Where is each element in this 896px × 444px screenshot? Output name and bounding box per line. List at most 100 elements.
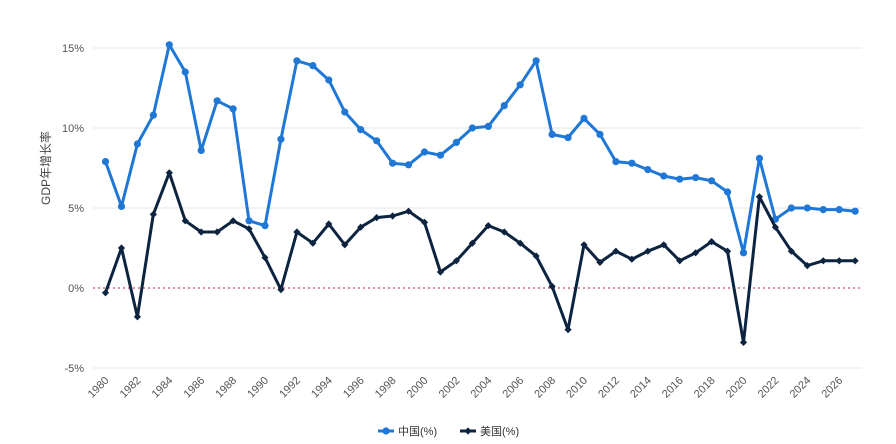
x-tick-label: 2004	[469, 375, 495, 401]
data-point	[628, 159, 636, 167]
data-point	[468, 124, 476, 132]
data-point	[420, 218, 429, 226]
data-point	[452, 257, 460, 265]
x-tick-label: 1984	[150, 375, 176, 401]
data-point	[165, 41, 173, 49]
x-tick-label: 1994	[309, 375, 335, 401]
data-point	[500, 102, 508, 110]
data-point	[628, 255, 636, 263]
data-point	[357, 126, 365, 134]
data-point	[149, 111, 157, 119]
data-point	[548, 130, 556, 138]
data-point	[101, 289, 110, 297]
legend[interactable]: 中国(%) 美国(%)	[378, 425, 519, 438]
data-point	[739, 249, 748, 257]
data-point	[819, 257, 827, 265]
x-tick-label: 1992	[277, 375, 303, 401]
data-point	[309, 239, 317, 247]
data-point	[420, 148, 429, 156]
data-point	[580, 114, 588, 122]
x-tick-label: 2000	[405, 375, 431, 401]
data-point	[404, 161, 413, 169]
data-point	[516, 239, 524, 247]
data-point	[500, 228, 508, 236]
data-point	[819, 206, 827, 214]
data-point	[261, 222, 269, 230]
legend-marker	[382, 427, 390, 435]
data-point	[341, 108, 349, 116]
data-point	[436, 268, 445, 276]
data-point	[309, 62, 317, 70]
data-point	[293, 57, 301, 65]
data-point	[277, 286, 285, 294]
data-point	[325, 76, 333, 84]
x-tick-label: 1988	[213, 375, 239, 401]
x-tick-label: 2026	[820, 375, 846, 401]
x-tick-label: 2002	[437, 375, 463, 401]
data-point	[580, 241, 588, 249]
data-point	[803, 262, 811, 270]
y-axis-label: GDP年增长率	[38, 131, 53, 205]
x-tick-label: 2010	[564, 375, 590, 401]
x-tick-label: 2022	[756, 375, 782, 401]
legend-label: 中国(%)	[398, 425, 437, 438]
data-point	[468, 239, 476, 247]
data-point	[596, 130, 604, 138]
data-point	[341, 241, 349, 249]
data-point	[229, 105, 237, 113]
data-point	[835, 257, 843, 265]
data-point	[516, 81, 524, 89]
data-point	[644, 247, 652, 255]
x-tick-label: 2018	[692, 375, 718, 401]
data-point	[373, 214, 381, 222]
x-tick-label: 2020	[724, 375, 750, 401]
data-point	[149, 210, 157, 218]
x-tick-label: 1990	[245, 375, 271, 401]
data-point	[787, 204, 795, 212]
x-axis-ticks: 1980 1982 1984 1986 1988 1990 1992 1994 1996 1998…	[86, 375, 845, 401]
data-point	[787, 247, 795, 255]
data-point	[835, 206, 843, 214]
series-1	[101, 169, 859, 346]
data-point	[436, 151, 445, 159]
data-point	[532, 57, 540, 65]
y-axis-ticks: -5% 0% 5% 10% 15%	[62, 43, 84, 375]
data-point	[101, 158, 110, 166]
data-point	[676, 175, 684, 183]
data-point	[484, 122, 492, 130]
legend-item-1[interactable]: 美国(%)	[460, 425, 519, 438]
y-tick-label: 15%	[62, 43, 84, 55]
data-point	[612, 247, 620, 255]
data-point	[404, 207, 413, 215]
data-point	[245, 225, 253, 233]
y-tick-label: -5%	[64, 363, 84, 375]
data-point	[532, 252, 540, 260]
data-point	[181, 217, 189, 225]
data-point	[739, 338, 748, 346]
series-line	[104, 43, 856, 255]
x-tick-label: 1998	[373, 375, 399, 401]
data-point	[133, 313, 141, 321]
data-point	[596, 258, 604, 266]
data-point	[564, 326, 572, 334]
data-point	[117, 244, 126, 252]
legend-label: 美国(%)	[480, 425, 519, 438]
data-point	[181, 68, 189, 76]
data-point	[692, 249, 700, 257]
data-point	[851, 257, 859, 265]
data-point	[708, 238, 716, 246]
x-tick-label: 2016	[660, 375, 686, 401]
x-tick-label: 2014	[628, 375, 654, 401]
data-point	[723, 247, 732, 255]
data-point	[644, 166, 652, 174]
data-point	[660, 241, 668, 249]
data-point	[133, 140, 141, 148]
data-point	[484, 222, 492, 230]
data-point	[452, 138, 460, 146]
data-point	[548, 282, 556, 290]
data-point	[373, 137, 381, 145]
y-tick-label: 5%	[68, 203, 84, 215]
data-point	[389, 212, 397, 220]
legend-item-0[interactable]: 中国(%)	[378, 425, 437, 438]
data-point	[771, 223, 779, 231]
